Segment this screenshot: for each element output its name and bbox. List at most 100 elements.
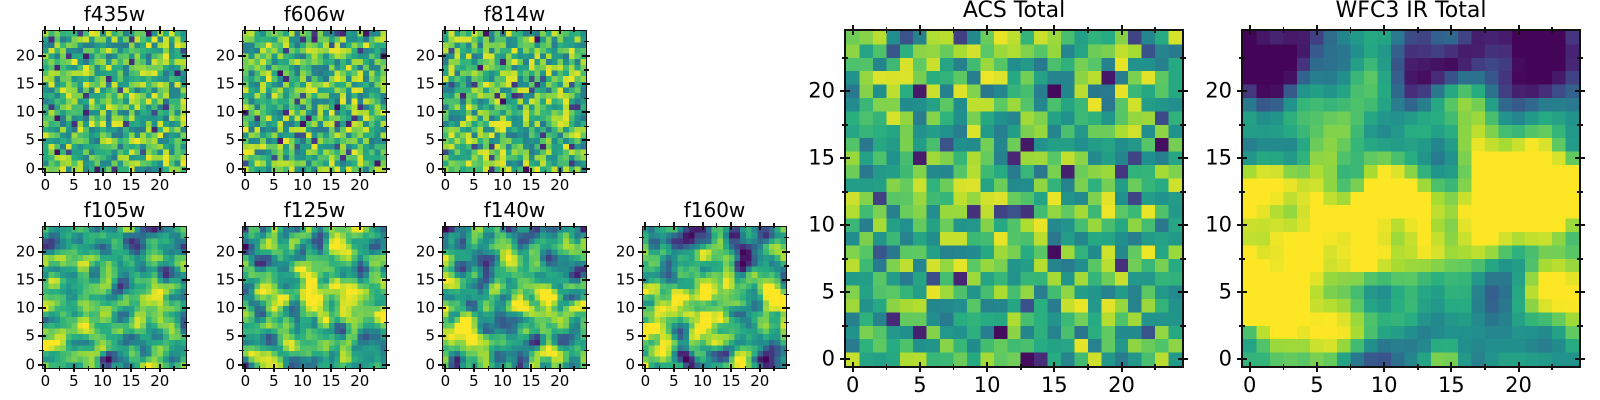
x-tick-label: 15: [721, 372, 741, 390]
x-axis-minor-tick: [259, 365, 261, 371]
x-axis-minor-tick: [687, 365, 689, 371]
x-axis-tick: [244, 25, 247, 34]
y-tick-label: 10: [15, 102, 35, 121]
y-axis-minor-tick: [239, 69, 245, 71]
y-axis-minor-tick: [583, 41, 589, 43]
y-axis-minor-tick: [783, 349, 789, 352]
y-axis-tick: [582, 279, 591, 282]
heatmap-plot-wfc3-ir-total: 0 5 10 15 20 0 5 10 15 20: [1205, 25, 1585, 396]
x-tick-label: 15: [121, 372, 141, 390]
y-axis-tick: [1575, 157, 1585, 160]
y-axis-tick: [840, 358, 850, 361]
x-tick-label: 0: [40, 176, 51, 194]
y-axis-tick: [1575, 358, 1585, 361]
x-axis-minor-tick: [287, 27, 289, 33]
y-tick-label: 5: [25, 130, 35, 149]
y-tick-label: 5: [225, 326, 235, 345]
x-axis-tick: [530, 364, 533, 373]
x-axis-tick: [1315, 362, 1318, 372]
x-axis-minor-tick: [544, 169, 547, 175]
x-axis-minor-tick: [287, 365, 289, 371]
x-tick-label: 15: [121, 176, 141, 194]
x-tick-label: 5: [469, 372, 479, 390]
x-axis-minor-tick: [459, 365, 461, 371]
x-axis-tick: [444, 25, 447, 34]
y-axis-tick: [237, 111, 246, 114]
y-axis-minor-tick: [239, 153, 245, 156]
x-axis-minor-tick: [87, 27, 89, 33]
x-axis-minor-tick: [344, 223, 347, 229]
y-axis-minor-tick: [783, 293, 789, 295]
x-axis-minor-tick: [316, 169, 318, 175]
y-tick-label: 10: [15, 298, 35, 317]
x-axis-tick: [244, 364, 247, 373]
x-axis-tick: [1053, 362, 1056, 372]
y-axis-tick: [182, 139, 191, 142]
y-axis-minor-tick: [183, 293, 189, 295]
y-axis-tick: [840, 291, 850, 294]
panel-title-f125w: f125w: [283, 197, 346, 222]
y-axis-minor-tick: [183, 265, 189, 267]
x-axis-minor-tick: [373, 169, 375, 175]
y-tick-label: 0: [821, 346, 835, 371]
x-tick-label: 10: [93, 372, 113, 390]
x-axis-minor-tick: [487, 169, 489, 175]
y-axis-minor-tick: [1180, 57, 1186, 59]
y-tick-label: 0: [225, 159, 235, 178]
y-axis-minor-tick: [383, 321, 389, 323]
x-tick-label: 0: [40, 372, 51, 390]
y-axis-tick: [37, 167, 46, 170]
x-axis-tick: [158, 221, 161, 230]
y-tick-label: 10: [415, 298, 435, 317]
y-axis-minor-tick: [1239, 325, 1245, 327]
x-axis-tick: [158, 25, 161, 34]
y-tick-label: 15: [415, 270, 435, 289]
y-axis-minor-tick: [583, 69, 589, 71]
y-axis-minor-tick: [783, 265, 789, 267]
x-axis-minor-tick: [885, 364, 888, 370]
x-tick-label: 20: [550, 176, 570, 194]
x-axis-tick: [72, 221, 75, 230]
y-axis-tick: [782, 279, 791, 282]
y-axis-minor-tick: [183, 153, 189, 156]
y-axis-tick: [840, 157, 850, 160]
y-axis-tick: [382, 279, 391, 282]
y-axis-tick: [182, 111, 191, 114]
y-tick-label: 15: [215, 270, 235, 289]
y-tick-label: 5: [821, 279, 835, 304]
x-tick-label: 5: [69, 372, 79, 390]
x-axis-tick: [986, 25, 989, 35]
x-tick-label: 15: [1437, 373, 1465, 397]
y-axis-tick: [382, 139, 391, 142]
x-axis-tick: [1517, 25, 1520, 35]
x-axis-minor-tick: [173, 27, 175, 33]
x-axis-minor-tick: [287, 169, 289, 175]
y-tick-label: 20: [215, 46, 235, 65]
y-axis-minor-tick: [439, 69, 445, 71]
x-axis-tick: [730, 364, 733, 373]
x-axis-minor-tick: [144, 365, 147, 371]
x-tick-label: 15: [1040, 373, 1068, 397]
x-axis-tick: [918, 25, 921, 35]
x-axis-tick: [244, 221, 247, 230]
x-axis-tick: [1120, 25, 1123, 35]
y-axis-minor-tick: [1180, 258, 1186, 260]
x-axis-minor-tick: [744, 365, 747, 371]
x-axis-tick: [1120, 362, 1123, 372]
x-axis-tick: [1450, 362, 1453, 372]
y-axis-minor-tick: [383, 237, 389, 239]
y-axis-minor-tick: [39, 321, 45, 323]
panel-title-acs-total: ACS Total: [962, 0, 1066, 23]
x-axis-tick: [301, 168, 304, 177]
x-tick-label: 20: [1108, 373, 1135, 397]
y-tick-label: 20: [215, 242, 235, 261]
x-axis-tick: [330, 221, 333, 230]
y-axis-tick: [1178, 224, 1188, 227]
y-axis-tick: [1237, 224, 1247, 227]
y-tick-label: 20: [808, 78, 835, 103]
x-axis-minor-tick: [144, 27, 147, 33]
x-axis-tick: [501, 221, 504, 230]
x-axis-tick: [472, 221, 475, 230]
x-axis-tick: [672, 364, 675, 373]
y-axis-minor-tick: [1577, 57, 1583, 59]
